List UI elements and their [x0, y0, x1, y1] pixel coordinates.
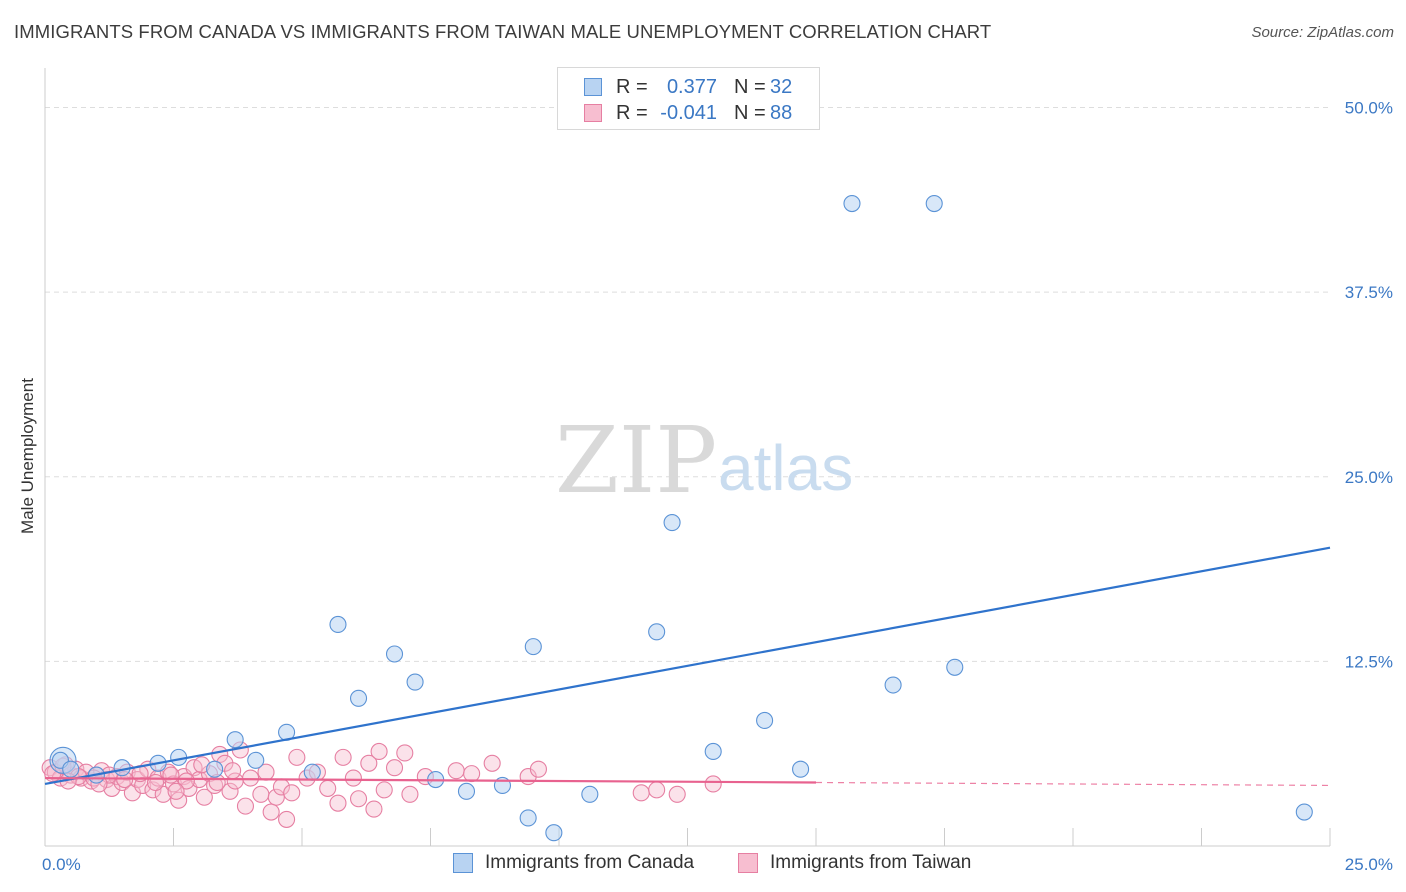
canada-point: [406, 673, 424, 691]
legend-r-value: 0.377: [666, 76, 717, 98]
taiwan-point: [401, 785, 419, 803]
canada-point: [663, 514, 681, 532]
taiwan-point: [154, 785, 172, 803]
taiwan-point: [349, 790, 368, 808]
taiwan-point: [668, 785, 686, 803]
canada-point: [62, 760, 80, 778]
series-canada-points: [49, 194, 1313, 842]
taiwan-point: [375, 781, 393, 799]
source-label: Source: ZipAtlas.com: [1251, 24, 1394, 41]
watermark-zip: ZIP: [555, 407, 717, 514]
taiwan-point: [146, 773, 165, 792]
legend-swatch-taiwan: [584, 104, 602, 122]
y-tick-label: 37.5%: [1345, 283, 1393, 302]
canada-point: [303, 763, 321, 781]
y-tick-label: 25.0%: [1345, 468, 1393, 487]
legend-row-canada: R = 0.377 N = 32: [558, 74, 819, 100]
canada-point: [925, 194, 943, 213]
taiwan-point: [329, 794, 347, 812]
canada-point: [648, 623, 666, 641]
grid-lines: [45, 107, 1330, 662]
legend-n-label: N =: [734, 102, 766, 124]
x-tick-label: 0.0%: [42, 855, 81, 874]
y-tick-label: 12.5%: [1345, 652, 1393, 671]
canada-trend-line: [44, 546, 1331, 786]
taiwan-point: [385, 759, 404, 777]
bottom-legend-swatch-canada: [453, 853, 473, 873]
y-tick-label: 50.0%: [1345, 99, 1393, 118]
legend-r-label: R =: [616, 102, 648, 124]
canada-point: [756, 711, 774, 730]
taiwan-point: [221, 782, 239, 800]
taiwan-point: [344, 769, 362, 787]
taiwan-point: [252, 785, 270, 803]
taiwan-point: [447, 762, 465, 780]
canada-point: [385, 645, 404, 663]
canada-point: [581, 785, 599, 803]
taiwan-point: [177, 772, 195, 790]
legend-r-label: R =: [616, 76, 648, 98]
watermark-atlas: atlas: [718, 432, 853, 504]
x-tick-label: 25.0%: [1345, 855, 1393, 874]
legend-n-label: N =: [734, 76, 766, 98]
taiwan-point: [632, 784, 650, 802]
taiwan-trend-extension: [815, 781, 1331, 787]
taiwan-point: [195, 788, 213, 806]
taiwan-point: [704, 775, 722, 793]
taiwan-point: [236, 797, 255, 815]
canada-point: [206, 760, 224, 778]
bottom-legend-taiwan: Immigrants from Taiwan: [770, 852, 972, 873]
taiwan-point: [278, 810, 296, 828]
taiwan-point: [334, 748, 352, 766]
trend-lines: [44, 546, 1331, 787]
chart-title: IMMIGRANTS FROM CANADA VS IMMIGRANTS FRO…: [14, 21, 992, 42]
taiwan-point: [360, 754, 378, 772]
canada-point: [704, 742, 722, 761]
canada-point: [792, 760, 810, 778]
taiwan-point: [162, 766, 180, 784]
canada-point: [349, 689, 368, 707]
taiwan-point: [167, 782, 185, 800]
canada-point: [946, 658, 964, 676]
taiwan-point: [370, 742, 388, 761]
series-taiwan-points: [41, 741, 722, 828]
taiwan-point: [288, 748, 306, 766]
taiwan-point: [483, 754, 501, 772]
taiwan-point: [262, 803, 280, 821]
legend-r-value: -0.041: [660, 102, 717, 124]
taiwan-trend-line: [44, 776, 817, 784]
canada-point: [545, 824, 563, 842]
bottom-legend-canada: Immigrants from Canada: [485, 852, 695, 873]
legend-n-value: 32: [770, 76, 793, 98]
correlation-legend: R = 0.377 N = 32 R = -0.041 N = 88: [557, 67, 820, 130]
taiwan-point: [648, 781, 666, 799]
taiwan-point: [396, 744, 414, 762]
taiwan-point: [463, 765, 481, 783]
taiwan-point: [267, 788, 285, 806]
canada-point: [226, 731, 244, 749]
taiwan-point: [365, 800, 383, 818]
canada-point: [884, 676, 902, 694]
canada-point: [843, 194, 861, 213]
taiwan-point: [242, 769, 260, 787]
taiwan-point: [283, 784, 301, 802]
bottom-legend-swatch-taiwan: [738, 853, 758, 873]
canada-point: [1295, 803, 1313, 821]
legend-row-taiwan: R = -0.041 N = 88: [558, 100, 819, 126]
taiwan-point: [224, 762, 242, 780]
canada-point: [457, 782, 476, 800]
legend-n-value: 88: [770, 102, 793, 124]
taiwan-point: [319, 779, 337, 797]
canada-point: [519, 809, 537, 827]
tick-labels: 12.5% 25.0% 37.5% 50.0% 0.0% 25.0%: [42, 99, 1393, 874]
canada-point: [247, 751, 265, 769]
legend-swatch-canada: [584, 78, 602, 96]
canada-point: [524, 638, 542, 656]
y-axis-label: Male Unemployment: [18, 378, 37, 534]
taiwan-point: [529, 760, 547, 778]
canada-point: [329, 615, 347, 634]
